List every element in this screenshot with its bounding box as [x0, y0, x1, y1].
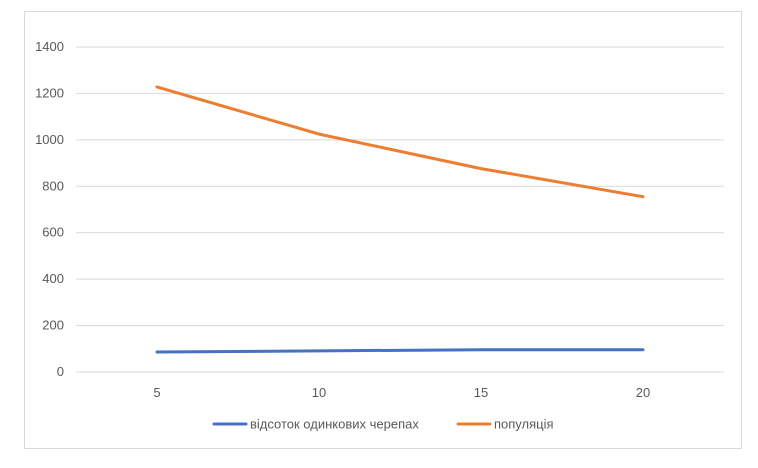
legend-label-0: відсоток одинкових черепах — [250, 417, 419, 432]
y-tick-label: 0 — [57, 364, 64, 379]
y-tick-label: 1200 — [35, 85, 64, 100]
x-tick-label: 10 — [312, 385, 326, 400]
y-tick-label: 1400 — [35, 39, 64, 54]
x-tick-label: 15 — [474, 385, 488, 400]
x-tick-label: 5 — [153, 385, 160, 400]
y-tick-label: 400 — [42, 271, 64, 286]
series-line-1 — [155, 85, 645, 199]
x-tick-label: 20 — [636, 385, 650, 400]
y-tick-label: 600 — [42, 225, 64, 240]
chart-frame — [24, 11, 742, 449]
y-axis-tick-labels: 0 200 400 600 800 1000 1200 1400 — [35, 39, 64, 379]
y-tick-label: 200 — [42, 318, 64, 333]
y-tick-label: 1000 — [35, 132, 64, 147]
gridlines — [76, 46, 724, 373]
legend-label-1: популяція — [494, 417, 554, 432]
legend: відсоток одинкових черепах популяція — [212, 417, 554, 432]
y-tick-label: 800 — [42, 178, 64, 193]
x-axis-tick-labels: 5 10 15 20 — [153, 385, 650, 400]
series-line-0 — [155, 348, 645, 354]
series-lines — [155, 85, 645, 354]
